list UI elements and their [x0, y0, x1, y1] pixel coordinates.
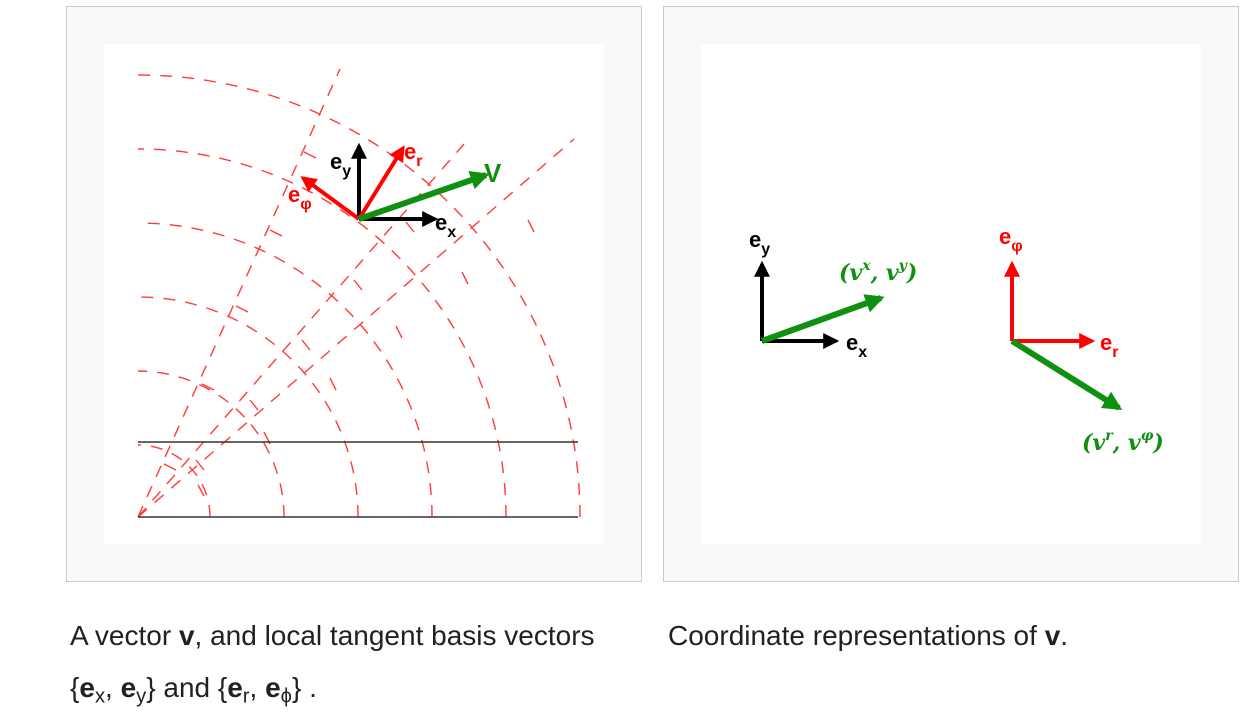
polar-circle-6 [137, 74, 581, 518]
polar-circle-1 [137, 444, 211, 518]
figure-2-image: ey ex (vx, vy) eφ er (vr, vφ) [701, 44, 1201, 544]
e-y-label: ey [749, 227, 770, 258]
radial-line-1 [137, 68, 341, 518]
polar-grid-diagram: ey er eφ ex V [137, 68, 581, 518]
e-r-label: er [404, 139, 422, 170]
e-r-arrow [357, 145, 405, 221]
polar-circle-4 [137, 222, 433, 518]
v-label: V [484, 158, 502, 188]
polar-circle-5 [137, 148, 507, 518]
e-r-label: er [1100, 330, 1118, 361]
e-x-label: ex [435, 210, 456, 241]
v-polar-components-label: (vr, vφ) [1082, 428, 1164, 456]
figure-1-image: ey er eφ ex V [104, 44, 604, 544]
e-phi-label: eφ [288, 182, 312, 213]
polar-circle-3 [137, 296, 359, 518]
figure-2-frame: ey ex (vx, vy) eφ er (vr, vφ) [663, 6, 1239, 582]
e-y-label: ey [330, 149, 351, 180]
radial-line-3 [137, 138, 575, 518]
polar-circle-2 [137, 370, 285, 518]
figure-1-caption: A vector v, and local tangent basis vect… [70, 620, 595, 708]
e-phi-arrow [300, 176, 361, 221]
v-cartesian-components-label: (vx, vy) [839, 258, 917, 286]
figure-2-caption: Coordinate representations of v. [668, 620, 1069, 651]
v-polar-arrow [1010, 338, 1123, 411]
polar-circles [137, 74, 581, 518]
tick-marks [163, 151, 535, 497]
radial-lines [137, 68, 575, 518]
e-x-label: ex [846, 330, 867, 361]
v-arrow [358, 170, 490, 222]
radial-line-2 [137, 143, 465, 518]
v-cartesian-arrow [760, 294, 885, 344]
e-phi-label: eφ [999, 224, 1023, 255]
figure-1-frame: ey er eφ ex V [66, 6, 642, 582]
coordinate-representation-diagram: ey ex (vx, vy) eφ er (vr, vφ) [749, 224, 1164, 456]
